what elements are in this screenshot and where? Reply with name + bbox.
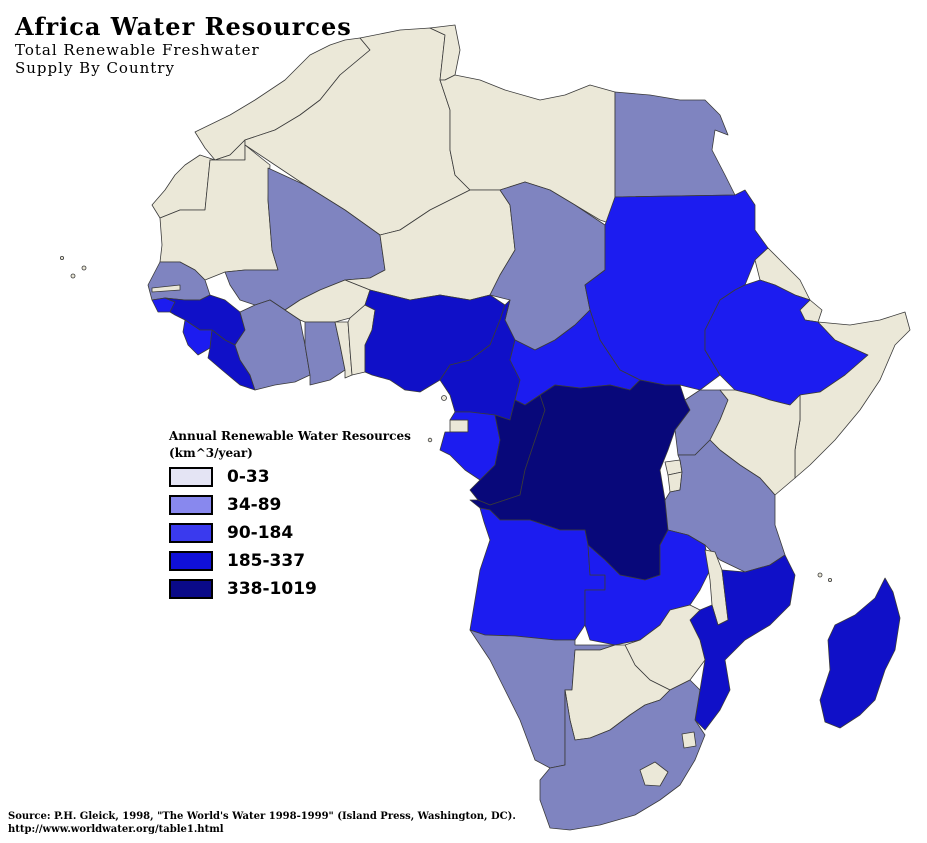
legend-title-line-2: (km^3/year) [169, 446, 253, 460]
country-south-africa [539, 679, 706, 831]
island-comoros-1 [817, 572, 823, 578]
source-citation: Source: P.H. Gleick, 1998, "The World's … [8, 810, 516, 836]
country-equatorial-guinea [449, 419, 469, 433]
legend-swatch [169, 579, 213, 599]
country-lesotho [639, 761, 669, 787]
island-sao-tome [427, 437, 433, 443]
island-cape-verde-1 [70, 273, 76, 279]
island-bioko [441, 395, 447, 401]
country-gambia [151, 284, 181, 293]
country-somalia [794, 311, 911, 479]
country-cote-divoire [234, 299, 311, 391]
legend: Annual Renewable Water Resources (km^3/y… [169, 428, 429, 602]
country-kenya [709, 389, 801, 496]
country-swaziland [681, 731, 697, 749]
map-title: Africa Water Resources [15, 12, 352, 41]
legend-item: 338-1019 [169, 576, 429, 602]
legend-item: 34-89 [169, 492, 429, 518]
country-sierra-leone [182, 319, 213, 356]
legend-swatch [169, 495, 213, 515]
map-subtitle: Total Renewable Freshwater Supply By Cou… [15, 41, 275, 77]
country-egypt [614, 91, 736, 198]
legend-title-line-1: Annual Renewable Water Resources [169, 429, 411, 443]
legend-item: 90-184 [169, 520, 429, 546]
island-comoros-2 [828, 578, 833, 583]
subtitle-line-1: Total Renewable Freshwater [15, 41, 260, 59]
country-mozambique [689, 554, 796, 731]
island-cape-verde-3 [60, 255, 65, 260]
legend-title: Annual Renewable Water Resources (km^3/y… [169, 428, 429, 462]
legend-label: 34-89 [227, 495, 282, 515]
subtitle-line-2: Supply By Country [15, 59, 175, 77]
source-line-1: Source: P.H. Gleick, 1998, "The World's … [8, 811, 516, 822]
legend-swatch [169, 523, 213, 543]
source-url[interactable]: http://www.worldwater.org/table1.html [8, 824, 224, 835]
legend-swatch [169, 467, 213, 487]
legend-label: 0-33 [227, 467, 270, 487]
country-madagascar [819, 577, 901, 729]
legend-item: 0-33 [169, 464, 429, 490]
legend-label: 338-1019 [227, 579, 317, 599]
legend-item: 185-337 [169, 548, 429, 574]
legend-label: 185-337 [227, 551, 306, 571]
country-mauritania [159, 144, 279, 281]
island-cape-verde-2 [81, 265, 87, 271]
legend-swatch [169, 551, 213, 571]
legend-label: 90-184 [227, 523, 294, 543]
